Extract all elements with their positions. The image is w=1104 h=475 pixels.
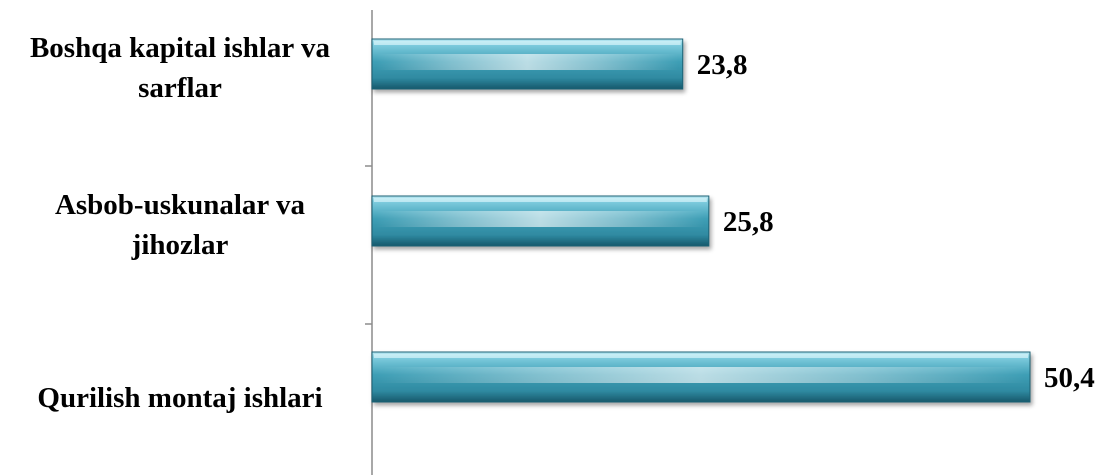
bar-highlight-3 xyxy=(376,367,1026,383)
value-label-1: 23,8 xyxy=(697,49,748,81)
bars-layer xyxy=(371,38,1031,403)
category-label-line: Asbob-uskunalar va xyxy=(55,189,306,221)
category-label-1: Boshqa kapital ishlar va sarflar xyxy=(30,32,331,104)
value-label-3: 50,4 xyxy=(1044,362,1095,394)
bar-bevel-3 xyxy=(374,354,1028,358)
category-label-line: jihozlar xyxy=(131,229,229,261)
labels-layer: 23,8 Boshqa kapital ishlar va sarflar 25,8 A… xyxy=(30,32,1095,414)
category-label-2: Asbob-uskunalar va jihozlar xyxy=(55,189,306,261)
category-label-line: Boshqa kapital ishlar va xyxy=(30,32,331,64)
axis-layer xyxy=(365,10,373,475)
bar-bevel-2 xyxy=(374,198,707,202)
category-label-line: sarflar xyxy=(138,72,222,104)
category-label-line: Qurilish montaj ishlari xyxy=(37,382,322,414)
bar-highlight-1 xyxy=(376,54,679,70)
category-label-3: Qurilish montaj ishlari xyxy=(37,382,322,414)
value-label-2: 25,8 xyxy=(723,206,774,238)
bar-highlight-2 xyxy=(376,211,705,227)
bar-bevel-1 xyxy=(374,41,681,45)
